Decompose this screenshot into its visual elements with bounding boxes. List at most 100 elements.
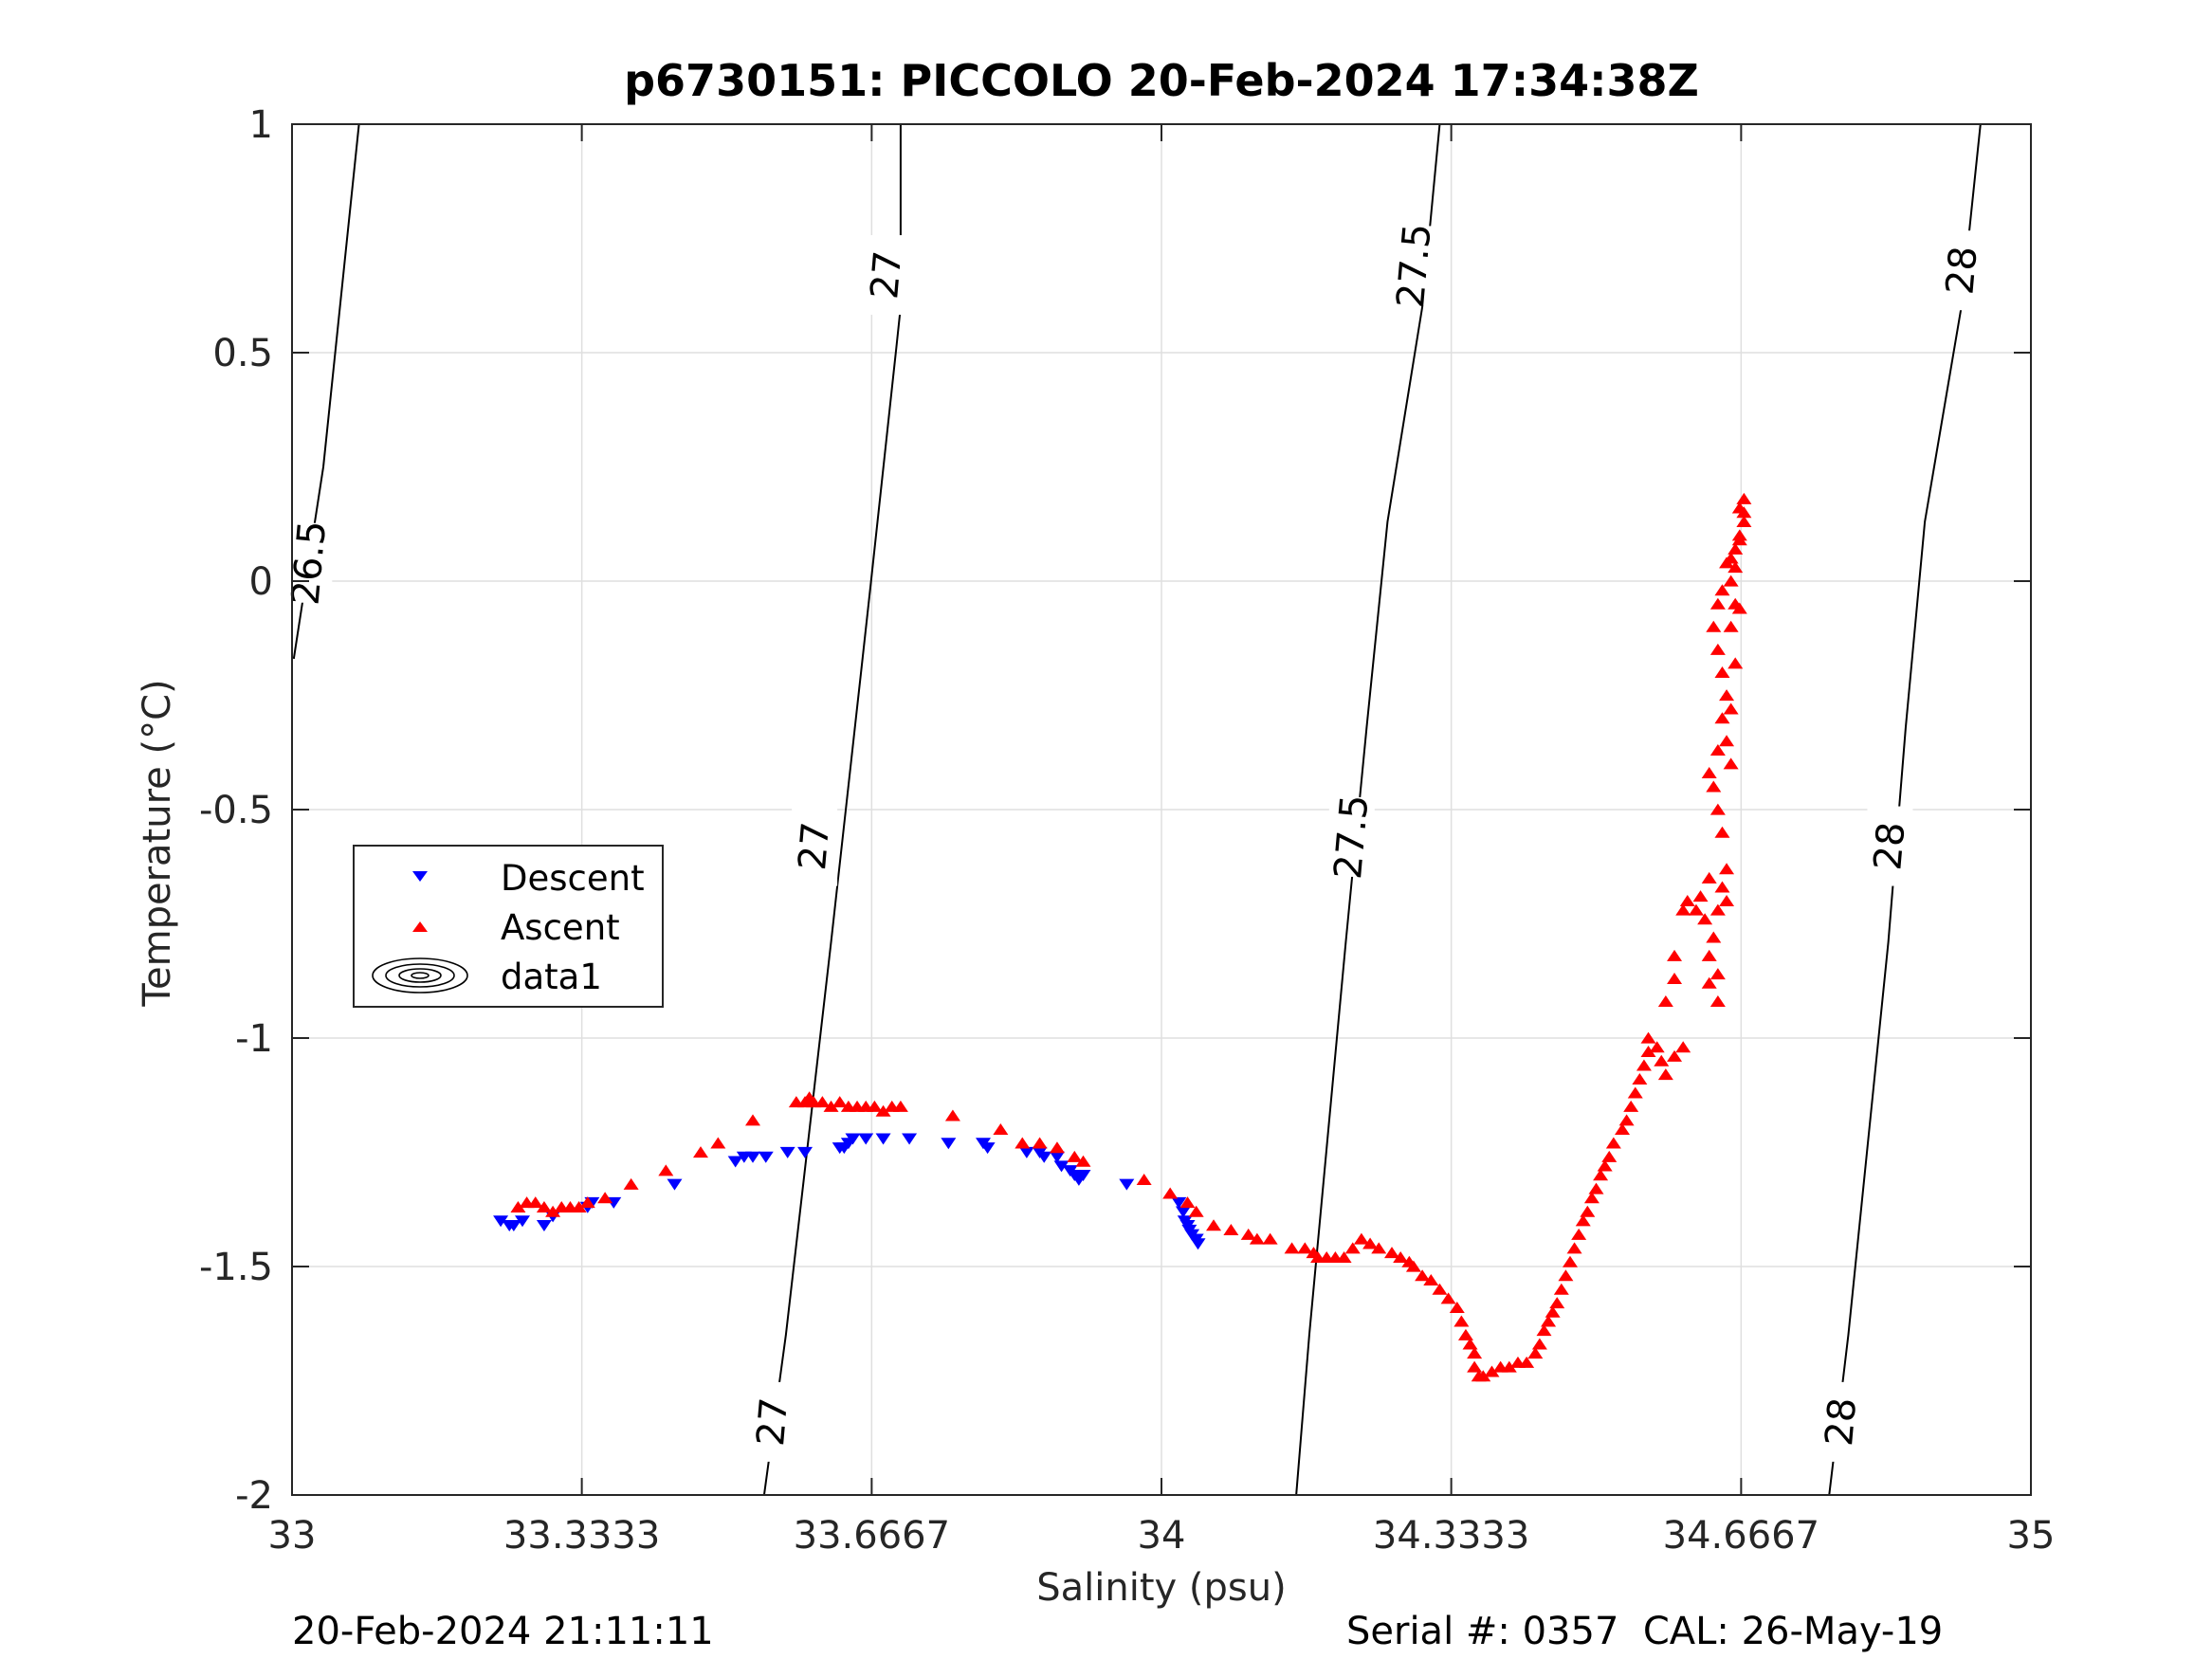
ascent-point: [1597, 1159, 1613, 1172]
descent-point: [1049, 1151, 1065, 1163]
ascent-point: [1714, 826, 1730, 838]
descent-point: [858, 1133, 874, 1145]
contour-label: 27: [791, 820, 838, 872]
ascent-point: [1593, 1169, 1609, 1181]
ascent-point: [1657, 995, 1673, 1008]
ascent-point: [1015, 1137, 1031, 1149]
ascent-point: [1640, 1046, 1656, 1058]
contour-label: 27.5: [1389, 222, 1440, 310]
ascent-point: [1675, 1041, 1691, 1053]
ascent-point: [1049, 1141, 1065, 1154]
ascent-point: [944, 1109, 960, 1121]
ascent-point: [1706, 931, 1722, 943]
ascent-point: [579, 1196, 595, 1209]
ascent-point: [1415, 1269, 1431, 1282]
ascent-point: [1714, 881, 1730, 893]
legend-entry-descent: Descent: [355, 852, 662, 902]
contour-label-mask: [1328, 796, 1375, 877]
ascent-point: [1384, 1247, 1400, 1259]
descent-point: [493, 1215, 509, 1228]
ascent-point: [1736, 506, 1752, 519]
x-tick-label: 33: [268, 1514, 317, 1558]
x-tick-label: 33.6667: [794, 1514, 950, 1558]
ascent-point: [1440, 1292, 1456, 1304]
ascent-point: [1541, 1315, 1557, 1327]
legend-entry-data1: data1: [355, 951, 662, 1000]
ascent-point: [1423, 1274, 1439, 1286]
descent-point: [845, 1133, 861, 1145]
contour-label-mask: [1391, 226, 1437, 306]
descent-point: [1190, 1238, 1206, 1250]
ascent-point: [1344, 1242, 1361, 1254]
ascent-point: [1284, 1242, 1300, 1254]
ascent-point: [1545, 1305, 1561, 1318]
ascent-point: [1714, 712, 1730, 724]
ascent-point: [1484, 1365, 1500, 1377]
ascent-point: [1075, 1155, 1091, 1167]
ascent-point: [1719, 689, 1735, 702]
ascent-point: [1667, 1049, 1683, 1062]
ascent-point: [1667, 972, 1683, 984]
ascent-point: [1583, 1192, 1600, 1204]
ascent-point: [1405, 1260, 1421, 1272]
ascent-point: [823, 1100, 839, 1112]
y-axis-label: Temperature (°C): [136, 679, 179, 1007]
y-tick-label: 0.5: [212, 332, 273, 375]
legend-label-ascent: Ascent: [501, 907, 620, 948]
ascent-point: [1136, 1174, 1152, 1186]
ascent-point: [623, 1177, 639, 1190]
contour-label-mask: [792, 806, 838, 886]
ascent-point: [1601, 1150, 1618, 1162]
ascent-point: [1701, 949, 1717, 961]
x-axis-label: Salinity (psu): [1036, 1566, 1287, 1610]
ascent-point: [1714, 666, 1730, 678]
ascent-point: [1706, 780, 1722, 793]
ascent-point: [1728, 561, 1744, 574]
chart-title: p6730151: PICCOLO 20-Feb-2024 17:34:38Z: [624, 55, 1699, 106]
ascent-point: [1657, 1068, 1673, 1081]
ascent-point: [1206, 1219, 1222, 1231]
legend-entry-ascent: Ascent: [355, 902, 662, 951]
ascent-point: [1531, 1338, 1547, 1350]
ascent-point: [1549, 1297, 1565, 1309]
ascent-point: [1223, 1224, 1239, 1236]
ascent-point: [571, 1200, 587, 1212]
ascent-point: [1706, 620, 1722, 632]
ascent-point: [1527, 1347, 1544, 1359]
ascent-point: [1519, 1356, 1535, 1368]
ascent-point: [1536, 1324, 1552, 1337]
ascent-point: [1462, 1338, 1478, 1350]
descent-point: [979, 1142, 996, 1155]
descent-point: [515, 1215, 531, 1228]
ascent-point: [1393, 1250, 1409, 1263]
ascent-point: [1566, 1242, 1582, 1254]
ascent-point: [1709, 743, 1726, 756]
ascent-point: [1709, 968, 1726, 980]
ascent-point: [1605, 1137, 1621, 1149]
descent-point: [797, 1146, 814, 1158]
ascent-point: [892, 1100, 908, 1112]
chart-legend: Descent Ascent data1: [353, 845, 664, 1008]
ascent-point: [1032, 1137, 1048, 1149]
descent-point: [727, 1156, 743, 1168]
ascent-point: [597, 1192, 613, 1204]
descent-point: [745, 1151, 761, 1163]
ascent-point: [1467, 1347, 1483, 1359]
ascent-point: [1723, 702, 1739, 715]
ascent-point: [1501, 1360, 1517, 1373]
ascent-point: [875, 1104, 891, 1117]
ascent-point: [1636, 1059, 1652, 1071]
ascent-point: [1475, 1370, 1491, 1382]
ascent-point: [1736, 515, 1752, 527]
ascent-point: [1362, 1237, 1379, 1249]
ascent-point: [1654, 1054, 1670, 1066]
ascent-point: [1719, 895, 1735, 906]
ascent-point: [1162, 1187, 1179, 1199]
ascent-point: [710, 1137, 726, 1149]
ascent-point: [1558, 1269, 1574, 1282]
ascent-point: [1709, 803, 1726, 815]
ascent-point: [658, 1164, 674, 1176]
y-tick-label: -2: [235, 1474, 273, 1518]
contour-label-mask: [750, 1381, 796, 1462]
